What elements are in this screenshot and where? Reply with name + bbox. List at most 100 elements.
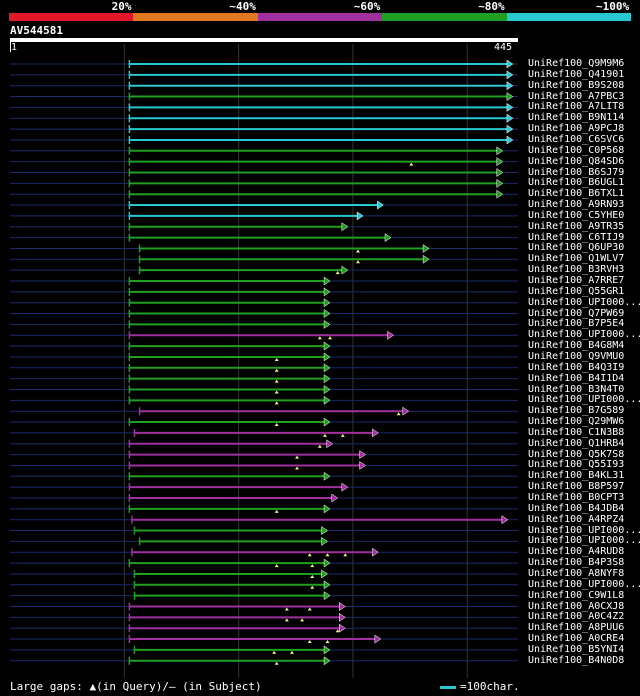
hit-label[interactable]: UniRef100_UPI000... [528, 524, 640, 536]
legend-segment [382, 13, 508, 21]
hit-label[interactable]: UniRef100_Q6UP30 [528, 242, 625, 254]
hit-label[interactable]: UniRef100_B0CPT3 [528, 492, 625, 503]
legend-label: ~80% [478, 0, 505, 13]
query-gap-marker [325, 553, 330, 557]
hit-label[interactable]: UniRef100_A7RRE7 [528, 275, 625, 286]
hit-label[interactable]: UniRef100_A7LIT8 [528, 101, 625, 113]
hit-arrow [506, 81, 514, 91]
hit-label[interactable]: UniRef100_Q29MW6 [528, 416, 625, 428]
hit-label[interactable]: UniRef100_C6SVC6 [528, 133, 625, 145]
hit-arrow [321, 536, 328, 546]
query-start-tick [10, 42, 11, 52]
query-id: AV544581 [10, 24, 63, 37]
hit-label[interactable]: UniRef100_B9N114 [528, 112, 625, 124]
hit-arrow [506, 70, 514, 80]
hit-label[interactable]: UniRef100_C1N3B8 [528, 426, 625, 438]
hit-arrow [323, 580, 331, 590]
hit-label[interactable]: UniRef100_C5YHE0 [528, 209, 625, 221]
hit-label[interactable]: UniRef100_B4JDB4 [528, 502, 625, 514]
hit-label[interactable]: UniRef100_Q1HRB4 [528, 437, 625, 449]
hit-label[interactable]: UniRef100_Q84SD6 [528, 155, 625, 167]
hit-label[interactable]: UniRef100_A9TR35 [528, 220, 625, 232]
query-gap-marker [328, 336, 333, 340]
query-gap-marker [310, 574, 315, 578]
hit-label[interactable]: UniRef100_C6TIJ9 [528, 231, 625, 243]
hit-label[interactable]: UniRef100_A9PCJ8 [528, 123, 625, 135]
hit-label[interactable]: UniRef100_Q5K7S8 [528, 448, 625, 460]
query-gap-marker [274, 661, 279, 665]
hit-label[interactable]: UniRef100_UPI000... [528, 329, 640, 341]
scale-line-icon [440, 685, 456, 689]
hit-arrow [323, 374, 331, 384]
hit-label[interactable]: UniRef100_Q9M9M6 [528, 58, 625, 69]
hit-label[interactable]: UniRef100_UPI000... [528, 578, 640, 590]
query-gap-marker [295, 466, 300, 470]
hit-label[interactable]: UniRef100_A0CRE4 [528, 633, 625, 645]
hit-label[interactable]: UniRef100_A8NYF8 [528, 567, 625, 579]
query-gap-marker [322, 433, 327, 437]
hit-label[interactable]: UniRef100_A7PBC3 [528, 90, 625, 102]
hit-arrow [323, 417, 331, 427]
legend-segment [257, 13, 383, 21]
query-gap-marker [274, 390, 279, 394]
hit-label[interactable]: UniRef100_B4KL31 [528, 470, 625, 482]
hit-label[interactable]: UniRef100_B5YNI4 [528, 643, 625, 655]
hit-label[interactable]: UniRef100_B3RVH3 [528, 264, 625, 276]
hit-arrow [402, 406, 410, 416]
query-bar [10, 38, 518, 42]
hit-arrow [384, 233, 392, 243]
hit-label[interactable]: UniRef100_B8P597 [528, 481, 625, 493]
hit-label[interactable]: UniRef100_B4N0D8 [528, 654, 625, 666]
query-gap-marker [335, 271, 340, 275]
hit-label[interactable]: UniRef100_B4G8M4 [528, 340, 625, 352]
hit-label[interactable]: UniRef100_B4Q3I9 [528, 361, 625, 373]
hit-label[interactable]: UniRef100_UPI000... [528, 296, 640, 308]
hit-label[interactable]: UniRef100_A9RN93 [528, 199, 625, 211]
hit-label[interactable]: UniRef100_Q9VMU0 [528, 350, 625, 362]
hit-label[interactable]: UniRef100_Q55GR1 [528, 285, 625, 297]
hit-arrow [496, 178, 504, 188]
hit-arrow [339, 602, 346, 611]
hit-label[interactable]: UniRef100_A0C4Z2 [528, 611, 625, 623]
query-gap-marker [274, 379, 279, 383]
hit-label[interactable]: UniRef100_Q7PW69 [528, 307, 625, 319]
query-gap-marker [307, 607, 312, 611]
legend-label: ~60% [353, 0, 381, 13]
hit-label[interactable]: UniRef100_A0CXJ8 [528, 600, 625, 612]
query-gap-marker [272, 650, 277, 654]
hit-arrow [323, 504, 331, 514]
hit-label[interactable]: UniRef100_Q55I93 [528, 459, 625, 471]
hit-arrow [359, 450, 367, 460]
hit-label[interactable]: UniRef100_B6SJ79 [528, 166, 625, 178]
hit-arrow [323, 471, 331, 481]
scale-label: =100char. [460, 680, 520, 693]
hit-arrow [341, 482, 349, 492]
hit-label[interactable]: UniRef100_Q1WLV7 [528, 253, 625, 265]
hit-label[interactable]: UniRef100_B7P5E4 [528, 318, 625, 330]
hit-arrow [506, 102, 514, 112]
query-gap-marker [289, 650, 294, 654]
hit-label[interactable]: UniRef100_C0P568 [528, 144, 625, 156]
legend-label: ~40% [229, 0, 256, 13]
hit-label[interactable]: UniRef100_B3N4T0 [528, 383, 625, 395]
legend-segment [506, 13, 632, 21]
hit-arrow [321, 569, 328, 579]
hit-label[interactable]: UniRef100_B7G589 [528, 405, 625, 417]
query-gap-marker [274, 423, 279, 427]
query-gap-marker [274, 357, 279, 361]
hit-label[interactable]: UniRef100_B6UGL1 [528, 177, 625, 189]
hit-label[interactable]: UniRef100_A8PUU6 [528, 622, 625, 634]
query-gap-marker [343, 553, 348, 557]
hit-label[interactable]: UniRef100_A4RUD8 [528, 546, 625, 558]
hit-arrow [387, 330, 394, 340]
hit-label[interactable]: UniRef100_B4I1D4 [528, 372, 625, 384]
hit-label[interactable]: UniRef100_A4RPZ4 [528, 513, 625, 525]
hit-label[interactable]: UniRef100_UPI000... [528, 394, 640, 406]
hit-label[interactable]: UniRef100_B9S208 [528, 79, 625, 91]
hit-label[interactable]: UniRef100_C9W1L8 [528, 589, 625, 601]
hit-label[interactable]: UniRef100_B6TXL1 [528, 188, 625, 200]
hit-label[interactable]: UniRef100_Q41901 [528, 68, 625, 80]
hit-label[interactable]: UniRef100_B4P3S8 [528, 557, 625, 569]
hit-label[interactable]: UniRef100_UPI000... [528, 535, 640, 547]
hit-arrow [506, 124, 514, 134]
